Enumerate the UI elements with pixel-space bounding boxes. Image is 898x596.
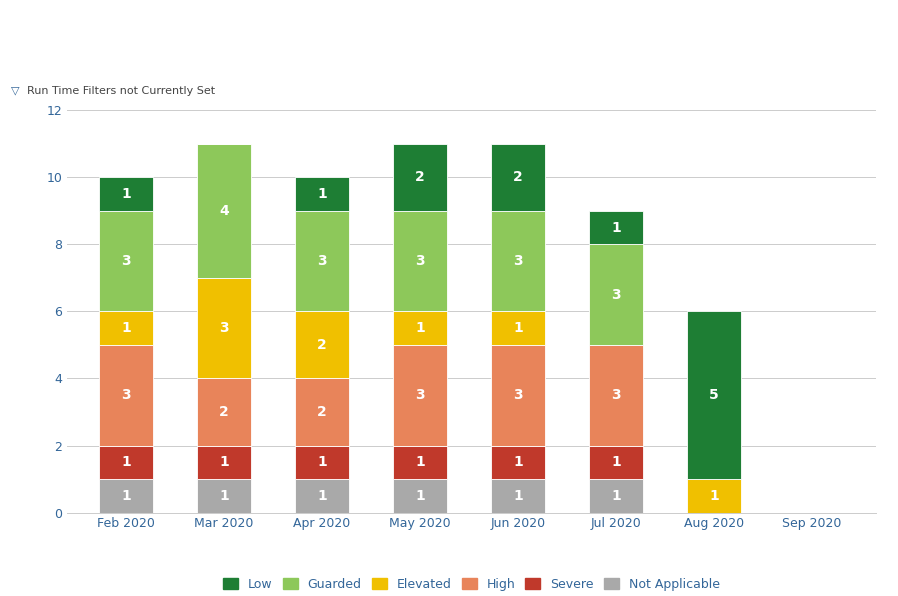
- Text: 3: 3: [121, 254, 131, 268]
- Bar: [589, 211, 643, 244]
- Bar: [393, 144, 447, 211]
- Text: 1: 1: [611, 221, 621, 235]
- Bar: [393, 345, 447, 446]
- Text: 1: 1: [513, 489, 523, 503]
- Text: 3: 3: [513, 254, 523, 268]
- Bar: [491, 345, 545, 446]
- Text: 3: 3: [415, 254, 425, 268]
- Bar: [295, 446, 349, 479]
- Text: 1: 1: [317, 187, 327, 201]
- Text: ▽: ▽: [11, 86, 19, 96]
- Bar: [393, 446, 447, 479]
- Bar: [99, 211, 153, 312]
- Bar: [589, 244, 643, 345]
- Bar: [99, 345, 153, 446]
- Bar: [491, 211, 545, 312]
- Bar: [99, 178, 153, 211]
- Text: 1: 1: [513, 455, 523, 469]
- Text: 1: 1: [121, 321, 131, 335]
- Bar: [198, 479, 251, 513]
- Bar: [491, 446, 545, 479]
- Bar: [491, 312, 545, 345]
- Text: 1: 1: [513, 321, 523, 335]
- Bar: [295, 211, 349, 312]
- Text: 2: 2: [317, 405, 327, 419]
- Bar: [198, 278, 251, 378]
- Text: 1: 1: [415, 455, 425, 469]
- Bar: [393, 312, 447, 345]
- Bar: [491, 479, 545, 513]
- Text: 1: 1: [317, 455, 327, 469]
- Bar: [393, 479, 447, 513]
- Text: 1: 1: [121, 455, 131, 469]
- Bar: [99, 479, 153, 513]
- Bar: [198, 144, 251, 278]
- Bar: [99, 312, 153, 345]
- Text: 4: 4: [219, 204, 229, 218]
- Text: 1: 1: [219, 455, 229, 469]
- Bar: [589, 479, 643, 513]
- Bar: [295, 178, 349, 211]
- Text: 1: 1: [611, 489, 621, 503]
- Text: 1: 1: [415, 321, 425, 335]
- Text: 3: 3: [317, 254, 327, 268]
- Text: 3: 3: [121, 388, 131, 402]
- Text: 2: 2: [317, 338, 327, 352]
- Text: 5: 5: [709, 388, 718, 402]
- Text: 3: 3: [612, 388, 621, 402]
- Text: 2: 2: [513, 170, 523, 184]
- Bar: [687, 312, 741, 479]
- Text: 1: 1: [611, 455, 621, 469]
- Text: 3: 3: [415, 388, 425, 402]
- Bar: [687, 479, 741, 513]
- Text: ⊲  ⊞  ⊟  ↩  ▶: ⊲ ⊞ ⊟ ↩ ▶: [11, 56, 84, 66]
- Bar: [295, 378, 349, 446]
- Text: THREAT RESULTS - TREND OVER TIME: THREAT RESULTS - TREND OVER TIME: [11, 13, 359, 32]
- Bar: [295, 312, 349, 378]
- Text: 3: 3: [612, 288, 621, 302]
- Legend: Low, Guarded, Elevated, High, Severe, Not Applicable: Low, Guarded, Elevated, High, Severe, No…: [219, 575, 724, 595]
- Text: 1: 1: [709, 489, 718, 503]
- Bar: [295, 479, 349, 513]
- Bar: [198, 378, 251, 446]
- Bar: [491, 144, 545, 211]
- Bar: [589, 345, 643, 446]
- Bar: [393, 211, 447, 312]
- Text: 1: 1: [415, 489, 425, 503]
- Text: 2: 2: [219, 405, 229, 419]
- Text: 1: 1: [219, 489, 229, 503]
- Text: 3: 3: [513, 388, 523, 402]
- Text: Run Time Filters not Currently Set: Run Time Filters not Currently Set: [27, 86, 215, 96]
- Text: 3: 3: [219, 321, 229, 335]
- Bar: [589, 446, 643, 479]
- Text: 1: 1: [317, 489, 327, 503]
- Text: 2: 2: [415, 170, 425, 184]
- Bar: [198, 446, 251, 479]
- Text: 1: 1: [121, 489, 131, 503]
- Text: 1: 1: [121, 187, 131, 201]
- Bar: [99, 446, 153, 479]
